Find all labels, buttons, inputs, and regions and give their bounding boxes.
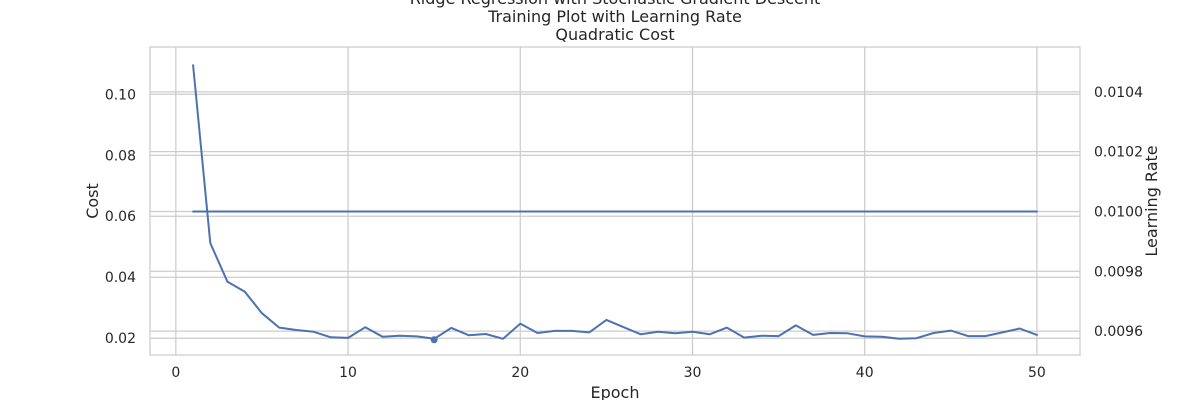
y2-tick-label: 0.0100 — [1094, 204, 1143, 220]
y2-tick-label: 0.0096 — [1094, 324, 1143, 340]
series-layer — [192, 64, 1038, 344]
y-tick-label: 0.06 — [105, 209, 136, 225]
y2-tick-label: 0.0104 — [1094, 85, 1143, 101]
plot-area-frame — [149, 46, 1081, 356]
tick-labels: 0 10 20 30 40 50 0.02 0.04 0.06 0.08 0.10 0.0096 0.0… — [105, 85, 1143, 381]
y-tick-label: 0.02 — [105, 331, 136, 347]
x-tick-label: 0 — [171, 365, 180, 381]
x-tick-label: 10 — [339, 365, 357, 381]
x-axis-label: Epoch — [591, 383, 640, 400]
x-tick-label: 30 — [684, 365, 702, 381]
cost-line — [192, 64, 1038, 340]
y2-axis-label: Learning Rate — [1142, 145, 1161, 256]
x-tick-label: 40 — [856, 365, 874, 381]
y2-tick-label: 0.0102 — [1094, 145, 1143, 161]
y2-tick-label: 0.0098 — [1094, 264, 1143, 280]
y-tick-label: 0.10 — [105, 87, 136, 103]
x-tick-label: 50 — [1028, 365, 1046, 381]
grid-lines — [150, 47, 1080, 355]
cost-point-marker — [430, 336, 438, 344]
y-tick-label: 0.08 — [105, 148, 136, 164]
x-tick-label: 20 — [511, 365, 529, 381]
chart-title-line-3: Quadratic Cost — [555, 25, 674, 44]
chart-title-line-1: Ridge Regression with Stochastic Gradien… — [410, 0, 821, 8]
chart-title: Ridge Regression with Stochastic Gradien… — [410, 0, 821, 44]
y-tick-label: 0.04 — [105, 270, 136, 286]
y-axis-label: Cost — [83, 183, 102, 219]
chart-title-line-2: Training Plot with Learning Rate — [487, 7, 742, 26]
